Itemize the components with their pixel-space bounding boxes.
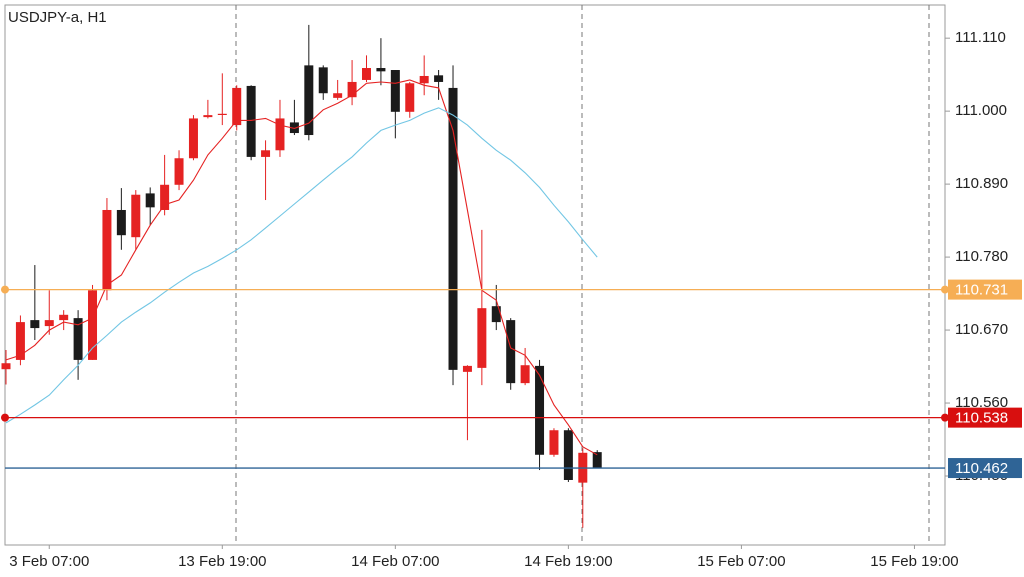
level-handle <box>1 413 9 422</box>
y-tick-label: 110.670 <box>955 321 1008 338</box>
candle-body <box>217 113 227 115</box>
candle-body <box>563 430 573 480</box>
candle-body <box>188 118 198 159</box>
candle-body <box>506 320 516 384</box>
x-tick-label: 14 Feb 07:00 <box>351 553 439 570</box>
candle-body <box>592 452 602 469</box>
candle-body <box>434 75 444 82</box>
y-tick-label: 111.000 <box>955 102 1007 119</box>
candle-body <box>203 115 213 118</box>
price-label: 110.731 <box>955 282 1008 299</box>
price-label-box <box>948 458 1022 479</box>
chart-title: USDJPY-a, H1 <box>8 9 107 26</box>
candle-body <box>376 68 386 72</box>
x-tick-label: 3 Feb 07:00 <box>9 553 89 570</box>
candle-body <box>44 320 54 327</box>
candle-body <box>289 122 299 134</box>
y-tick-label: 110.560 <box>955 394 1008 411</box>
candle-body <box>405 83 415 112</box>
candle-body <box>304 65 314 136</box>
candle-body <box>88 290 98 360</box>
candle-body <box>491 306 501 323</box>
moving-average <box>5 107 598 424</box>
candle-body <box>419 75 429 84</box>
price-label: 110.538 <box>955 410 1008 427</box>
price-label: 110.462 <box>955 460 1008 477</box>
moving-average <box>5 79 598 456</box>
x-tick-label: 14 Feb 19:00 <box>524 553 612 570</box>
y-tick-label: 110.780 <box>955 248 1008 265</box>
candle-body <box>261 150 271 157</box>
candle-body <box>174 158 184 185</box>
candle-body <box>15 322 25 360</box>
candle-body <box>549 430 559 455</box>
x-tick-label: 15 Feb 07:00 <box>697 553 785 570</box>
y-tick-label: 110.890 <box>955 175 1008 192</box>
candle-body <box>131 194 141 238</box>
candle-body <box>535 365 545 455</box>
candle-body <box>362 68 371 80</box>
candle-body <box>145 193 155 208</box>
candle-body <box>347 81 357 98</box>
candle-body <box>102 209 112 291</box>
candle-body <box>275 118 285 151</box>
candle-body <box>246 85 256 157</box>
candle-body <box>1 363 11 370</box>
level-handle <box>941 413 949 422</box>
candle-body <box>160 184 170 210</box>
candle-body <box>390 70 400 112</box>
x-tick-label: 13 Feb 19:00 <box>178 553 266 570</box>
y-tick-label: 111.110 <box>955 29 1006 46</box>
candle-body <box>59 314 69 321</box>
candle-body <box>30 320 40 329</box>
price-label-box <box>948 279 1022 300</box>
plot-frame <box>4 4 946 546</box>
level-handle <box>1 285 9 294</box>
candle-body <box>520 365 530 384</box>
x-tick-label: 15 Feb 19:00 <box>870 553 958 570</box>
candle-body <box>448 87 458 370</box>
candle-body <box>318 67 328 94</box>
candle-body <box>462 365 472 372</box>
level-handle <box>941 285 949 294</box>
candle-body <box>116 209 126 236</box>
candle-body <box>333 93 343 98</box>
price-label-box <box>948 407 1022 428</box>
candle-body <box>232 87 242 126</box>
candle-body <box>477 308 487 368</box>
candle-body <box>73 318 83 360</box>
